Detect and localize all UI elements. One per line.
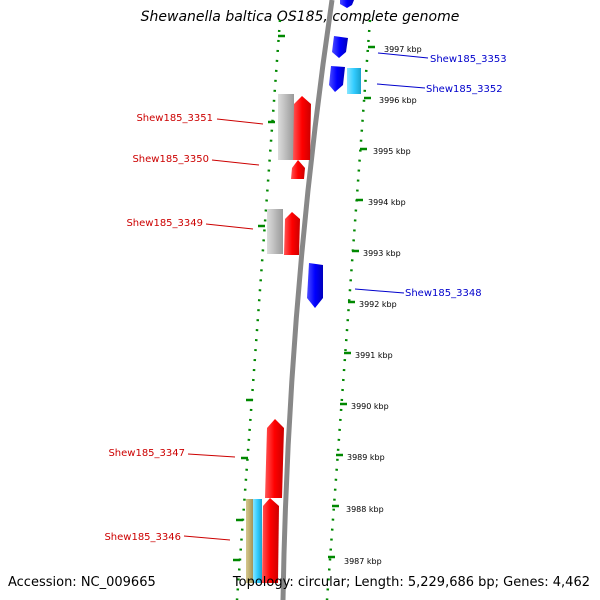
gene-label-3346[interactable]: Shew185_3346	[104, 532, 181, 543]
gene-arrow-3348[interactable]	[307, 263, 323, 308]
gene-label-3351[interactable]: Shew185_3351	[136, 113, 213, 124]
gene-labels: Shew185_3353 Shew185_3352 Shew185_3351 S…	[104, 54, 506, 543]
gene-arrow-3353-top[interactable]	[340, 0, 354, 8]
gene-arrow-3346[interactable]	[262, 498, 279, 583]
label-leader-lines	[183, 52, 429, 541]
scale-labels: 3997 kbp 3996 kbp 3995 kbp 3994 kbp 3993…	[344, 45, 422, 566]
gene-box-3346-olive[interactable]	[246, 499, 255, 583]
major-ticks	[233, 34, 375, 562]
map-title: Shewanella baltica OS185, complete genom…	[140, 9, 460, 25]
gene-box-3349-gray[interactable]	[267, 209, 283, 254]
gene-arrow-3347[interactable]	[265, 419, 284, 498]
genome-summary-text: Topology: circular; Length: 5,229,686 bp…	[232, 575, 590, 590]
gene-arrow-3350[interactable]	[291, 160, 305, 179]
right-tick-track	[325, 19, 372, 600]
accession-text: Accession: NC_009665	[8, 575, 156, 590]
scale-label: 3992 kbp	[359, 300, 397, 309]
scale-label: 3994 kbp	[368, 198, 406, 207]
gene-box-3346-cyan[interactable]	[253, 499, 262, 583]
scale-label: 3996 kbp	[379, 96, 417, 105]
gene-arrow-3351[interactable]	[293, 96, 311, 160]
gene-label-3347[interactable]: Shew185_3347	[108, 448, 185, 459]
scale-label: 3989 kbp	[347, 453, 385, 462]
gene-label-3353[interactable]: Shew185_3353	[430, 54, 507, 65]
gene-arrow-3349[interactable]	[284, 212, 300, 255]
scale-label: 3990 kbp	[351, 402, 389, 411]
gene-arrow-3353[interactable]	[332, 36, 348, 58]
gene-label-3348[interactable]: Shew185_3348	[405, 288, 482, 299]
scale-label: 3987 kbp	[344, 557, 382, 566]
scale-label: 3995 kbp	[373, 147, 411, 156]
scale-label: 3988 kbp	[346, 505, 384, 514]
gene-arrow-3352[interactable]	[329, 66, 345, 92]
scale-label: 3993 kbp	[363, 249, 401, 258]
scale-label: 3997 kbp	[384, 45, 422, 54]
gene-label-3349[interactable]: Shew185_3349	[126, 218, 203, 229]
gene-box-3351-gray[interactable]	[278, 94, 294, 160]
genome-backbone	[280, 0, 335, 600]
gene-label-3352[interactable]: Shew185_3352	[426, 84, 503, 95]
gene-label-3350[interactable]: Shew185_3350	[132, 154, 209, 165]
scale-label: 3991 kbp	[355, 351, 393, 360]
gene-box-3352-cyan[interactable]	[347, 68, 361, 94]
left-tick-track	[235, 19, 282, 600]
